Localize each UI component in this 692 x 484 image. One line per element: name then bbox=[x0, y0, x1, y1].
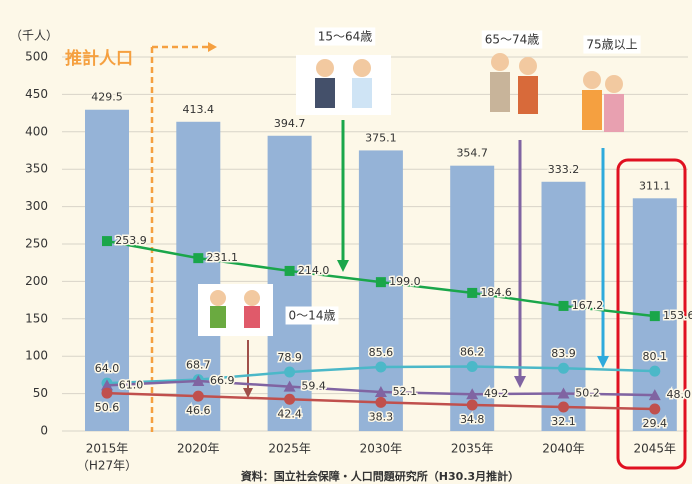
value-label: 42.4 bbox=[277, 407, 302, 420]
marker bbox=[649, 404, 660, 415]
value-label: 32.1 bbox=[551, 415, 576, 428]
value-label: 199.0 bbox=[389, 275, 421, 288]
marker bbox=[467, 399, 478, 410]
marker bbox=[558, 401, 569, 412]
marker bbox=[284, 394, 295, 405]
x-tick-label: 2030年 bbox=[360, 442, 403, 456]
marker bbox=[376, 277, 386, 287]
value-label: 38.3 bbox=[369, 410, 394, 423]
x-tick-label: 2015年 bbox=[86, 442, 129, 456]
value-label: 78.9 bbox=[277, 351, 302, 364]
marker bbox=[102, 236, 112, 246]
value-label: 231.1 bbox=[207, 251, 239, 264]
arrow-head bbox=[208, 42, 217, 52]
value-label: 50.2 bbox=[575, 386, 600, 399]
series-label: 65～74歳 bbox=[485, 33, 540, 47]
value-label: 29.4 bbox=[643, 417, 668, 430]
marker bbox=[559, 301, 569, 311]
y-tick-label: 50 bbox=[33, 386, 48, 400]
value-label: 66.9 bbox=[210, 374, 235, 387]
value-label: 46.6 bbox=[186, 404, 211, 417]
bar-value-label: 311.1 bbox=[639, 179, 671, 192]
marker bbox=[285, 266, 295, 276]
bar-value-label: 333.2 bbox=[548, 163, 580, 176]
marker bbox=[284, 366, 295, 377]
value-label: 49.2 bbox=[484, 387, 509, 400]
series-label: 75歳以上 bbox=[586, 38, 637, 52]
marker bbox=[102, 388, 113, 399]
y-tick-label: 400 bbox=[25, 124, 48, 138]
projection-label: 推計人口 bbox=[65, 48, 133, 69]
value-label: 59.4 bbox=[301, 380, 326, 393]
y-unit-label: （千人） bbox=[10, 29, 58, 43]
value-label: 184.6 bbox=[480, 286, 512, 299]
value-label: 153.6 bbox=[663, 309, 692, 322]
value-label: 50.6 bbox=[95, 401, 120, 414]
value-label: 83.9 bbox=[551, 347, 576, 360]
value-label: 80.1 bbox=[643, 350, 668, 363]
marker bbox=[467, 288, 477, 298]
marker bbox=[558, 363, 569, 374]
series-label: 0～14歳 bbox=[289, 309, 336, 323]
x-tick-label: 2040年 bbox=[542, 442, 585, 456]
bar-value-label: 375.1 bbox=[365, 131, 397, 144]
value-label: 253.9 bbox=[115, 234, 147, 247]
marker bbox=[193, 253, 203, 263]
value-label: 68.7 bbox=[186, 359, 211, 372]
y-tick-label: 250 bbox=[25, 237, 48, 251]
marker bbox=[649, 366, 660, 377]
x-tick-note: （H27年） bbox=[77, 459, 137, 473]
page: {"chart_data":{"type":"combo","y_unit_la… bbox=[0, 0, 692, 484]
value-label: 167.2 bbox=[572, 299, 604, 312]
bar-value-label: 429.5 bbox=[91, 91, 123, 104]
y-tick-label: 350 bbox=[25, 162, 48, 176]
y-tick-label: 0 bbox=[40, 424, 48, 438]
y-tick-label: 450 bbox=[25, 87, 48, 101]
bar-value-label: 413.4 bbox=[183, 103, 215, 116]
y-tick-label: 150 bbox=[25, 311, 48, 325]
value-label: 86.2 bbox=[460, 346, 485, 359]
x-tick-label: 2045年 bbox=[634, 442, 677, 456]
x-tick-label: 2035年 bbox=[451, 442, 494, 456]
value-label: 64.0 bbox=[95, 362, 120, 375]
y-tick-label: 200 bbox=[25, 274, 48, 288]
y-tick-label: 100 bbox=[25, 349, 48, 363]
series-label: 15～64歳 bbox=[318, 30, 373, 44]
marker bbox=[467, 361, 478, 372]
x-tick-label: 2025年 bbox=[268, 442, 311, 456]
value-label: 61.0 bbox=[119, 378, 144, 391]
marker bbox=[650, 311, 660, 321]
value-label: 214.0 bbox=[298, 264, 330, 277]
marker bbox=[193, 391, 204, 402]
source: 資料：国立社会保障・人口問題研究所（H30.3月推計） bbox=[241, 469, 519, 483]
y-tick-label: 300 bbox=[25, 199, 48, 213]
marker bbox=[375, 397, 386, 408]
value-label: 52.1 bbox=[393, 385, 418, 398]
chart: （千人） 推計人口 資料：国立社会保障・人口問題研究所（H30.3月推計） 0 5… bbox=[0, 0, 692, 484]
y-tick-label: 500 bbox=[25, 50, 48, 64]
bar-value-label: 394.7 bbox=[274, 117, 306, 130]
illustration bbox=[296, 55, 391, 115]
value-label: 34.8 bbox=[460, 413, 485, 426]
marker bbox=[375, 361, 386, 372]
value-label: 48.0 bbox=[667, 388, 692, 401]
x-tick-label: 2020年 bbox=[177, 442, 220, 456]
value-label: 85.6 bbox=[369, 346, 394, 359]
bar-value-label: 354.7 bbox=[456, 147, 488, 160]
